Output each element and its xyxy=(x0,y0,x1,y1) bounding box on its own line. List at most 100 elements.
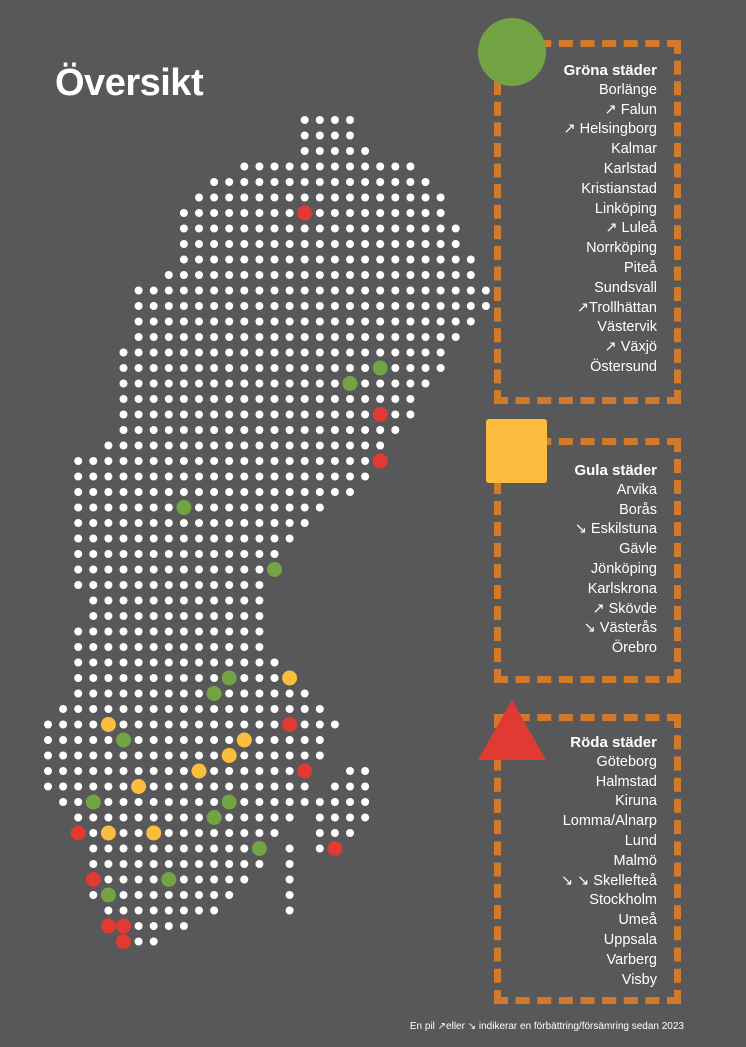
map-dot xyxy=(225,643,234,651)
map-dot xyxy=(179,317,188,326)
map-dot xyxy=(330,286,339,295)
yellow-city-item: ↘ Eskilstuna xyxy=(574,521,657,538)
map-dot xyxy=(240,534,249,543)
map-dot xyxy=(240,364,249,372)
map-dot xyxy=(406,333,415,341)
map-dot xyxy=(255,829,264,837)
map-dot xyxy=(376,240,385,248)
map-dot xyxy=(451,240,460,248)
map-dot xyxy=(285,906,294,915)
map-dot xyxy=(300,689,309,698)
map-dot xyxy=(210,798,219,806)
map-dot xyxy=(225,302,234,310)
map-dot xyxy=(44,782,52,791)
map-dot xyxy=(179,550,188,558)
map-dot xyxy=(149,891,158,899)
map-dot xyxy=(255,178,264,186)
map-dot xyxy=(255,224,264,233)
map-dot xyxy=(346,829,354,837)
map-dot xyxy=(149,503,158,512)
map-dot xyxy=(285,860,294,868)
map-dot xyxy=(210,829,219,837)
green-city-item: Sundsvall xyxy=(594,279,657,296)
map-dot xyxy=(149,457,158,465)
map-dot xyxy=(149,596,158,605)
map-dot xyxy=(210,581,219,589)
map-dot xyxy=(195,255,203,264)
map-dot xyxy=(179,875,188,884)
map-dot xyxy=(179,472,188,481)
map-dot xyxy=(225,379,234,388)
map-dot xyxy=(346,255,354,264)
map-dot xyxy=(406,395,415,403)
city-marker-green xyxy=(372,360,388,376)
map-dot xyxy=(270,302,279,310)
map-dot xyxy=(451,224,460,233)
map-dot xyxy=(195,333,203,341)
map-dot xyxy=(240,689,249,698)
map-dot xyxy=(104,767,113,775)
map-dot xyxy=(451,255,460,264)
red-city-item: Kiruna xyxy=(615,793,657,810)
city-marker-red xyxy=(282,717,298,732)
map-dot xyxy=(315,162,324,171)
yellow-city-item: Karlskrona xyxy=(587,580,657,597)
map-dot xyxy=(361,441,370,450)
map-dot xyxy=(406,255,415,264)
map-dot xyxy=(89,689,98,698)
red-header: Röda städer xyxy=(570,734,657,751)
map-dot xyxy=(134,813,143,822)
yellow-city-item: ↘ Västerås xyxy=(583,620,657,637)
map-dot xyxy=(225,271,234,279)
map-dot xyxy=(210,348,219,357)
map-dot xyxy=(225,767,234,775)
map-dot xyxy=(361,193,370,202)
city-marker-green xyxy=(116,732,131,748)
map-dot xyxy=(436,240,445,248)
map-dot xyxy=(421,317,430,326)
map-dot xyxy=(104,844,113,853)
map-dot xyxy=(210,457,219,465)
map-dot xyxy=(376,286,385,295)
map-dot xyxy=(300,410,309,419)
map-dot xyxy=(300,782,309,791)
map-dot xyxy=(451,317,460,326)
map-dot xyxy=(285,224,294,233)
map-dot xyxy=(391,426,400,434)
map-dot xyxy=(164,488,173,496)
map-dot xyxy=(195,426,203,434)
map-dot xyxy=(346,441,354,450)
map-dot xyxy=(119,891,128,899)
map-dot xyxy=(315,255,324,264)
map-dot xyxy=(270,829,279,837)
map-dot xyxy=(225,488,234,496)
map-dot xyxy=(134,457,143,465)
map-dot xyxy=(104,550,113,558)
map-dot xyxy=(134,720,143,729)
map-dot xyxy=(330,162,339,171)
map-dot xyxy=(315,131,324,140)
map-dot xyxy=(240,875,249,884)
red-city-item: ↘ ↘ Skellefteå xyxy=(560,872,657,889)
map-dot xyxy=(361,240,370,248)
map-dot xyxy=(240,162,249,171)
map-dot xyxy=(119,426,128,434)
map-dot xyxy=(179,844,188,853)
map-dot xyxy=(255,813,264,822)
map-dot xyxy=(149,643,158,651)
map-dot xyxy=(330,240,339,248)
yellow-city-list: Gula städer Arvika Borås ↘ Eskilstuna Gävle… xyxy=(574,461,657,659)
map-dot xyxy=(315,720,324,729)
map-dot xyxy=(195,240,203,248)
red-city-item: Göteborg xyxy=(596,753,657,770)
map-dot xyxy=(164,674,173,682)
map-dot xyxy=(391,209,400,217)
map-dot xyxy=(104,612,113,620)
map-dot xyxy=(240,674,249,682)
map-dot xyxy=(270,550,279,558)
map-dot xyxy=(240,503,249,512)
map-dot xyxy=(74,782,83,791)
map-dot xyxy=(300,317,309,326)
map-dot xyxy=(285,410,294,419)
map-dot xyxy=(330,116,339,124)
